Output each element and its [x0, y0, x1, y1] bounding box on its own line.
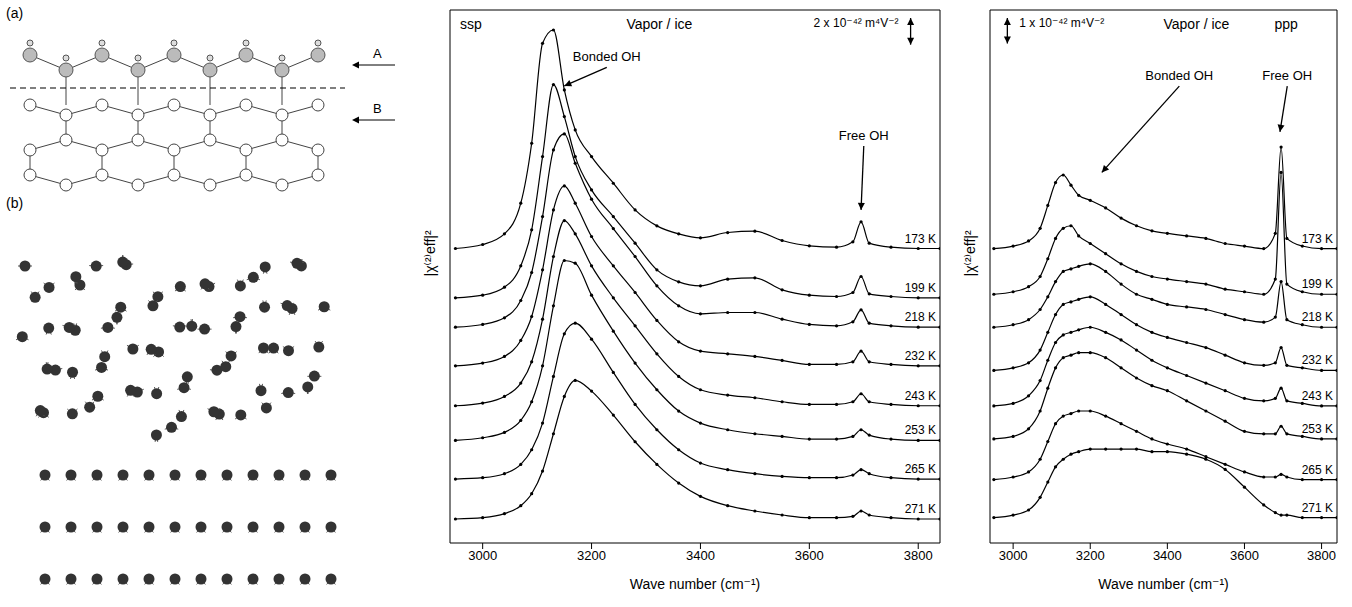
svg-text:199 K: 199 K: [905, 281, 936, 295]
svg-text:Bonded OH: Bonded OH: [573, 49, 641, 64]
svg-text:3000: 3000: [999, 548, 1028, 563]
svg-text:3600: 3600: [795, 548, 824, 563]
svg-text:218 K: 218 K: [1302, 310, 1333, 324]
svg-text:3200: 3200: [577, 548, 606, 563]
svg-text:3000: 3000: [468, 548, 497, 563]
html-text:Vapor / ice: Vapor / ice: [626, 16, 693, 32]
svg-text:|χ⁽²⁾eff|²: |χ⁽²⁾eff|²: [962, 230, 978, 276]
svg-text:Wave number (cm⁻¹): Wave number (cm⁻¹): [1098, 576, 1229, 592]
svg-text:3400: 3400: [686, 548, 715, 563]
svg-text:A: A: [373, 46, 382, 61]
svg-text:3200: 3200: [1076, 548, 1105, 563]
html-text:ssp: ssp: [460, 16, 482, 32]
svg-text:243 K: 243 K: [1302, 389, 1333, 403]
svg-text:265 K: 265 K: [1302, 463, 1333, 477]
html-text:ppp: ppp: [1274, 16, 1298, 32]
html-text:2 x 10⁻⁴² m⁴V⁻²: 2 x 10⁻⁴² m⁴V⁻²: [813, 16, 899, 30]
svg-text:232 K: 232 K: [905, 349, 936, 363]
svg-text:Free OH: Free OH: [1262, 68, 1312, 83]
svg-text:253 K: 253 K: [1302, 422, 1333, 436]
svg-text:3800: 3800: [1307, 548, 1336, 563]
svg-text:253 K: 253 K: [905, 423, 936, 437]
svg-text:(a): (a): [6, 5, 23, 21]
svg-text:243 K: 243 K: [905, 389, 936, 403]
svg-text:232 K: 232 K: [1302, 353, 1333, 367]
svg-text:265 K: 265 K: [905, 462, 936, 476]
svg-text:3800: 3800: [904, 548, 933, 563]
svg-text:Wave number (cm⁻¹): Wave number (cm⁻¹): [630, 576, 761, 592]
svg-text:271 K: 271 K: [1302, 501, 1333, 515]
svg-text:(b): (b): [6, 195, 23, 211]
html-text:Vapor / ice: Vapor / ice: [1163, 16, 1230, 32]
svg-text:3600: 3600: [1230, 548, 1259, 563]
svg-text:|χ⁽²⁾eff|²: |χ⁽²⁾eff|²: [422, 230, 438, 276]
svg-text:Free OH: Free OH: [839, 128, 889, 143]
svg-text:3400: 3400: [1153, 548, 1182, 563]
svg-text:173 K: 173 K: [1302, 232, 1333, 246]
svg-text:199 K: 199 K: [1302, 277, 1333, 291]
svg-text:Bonded OH: Bonded OH: [1145, 68, 1213, 83]
svg-text:271 K: 271 K: [905, 502, 936, 516]
svg-text:B: B: [373, 101, 382, 116]
svg-text:218 K: 218 K: [905, 310, 936, 324]
html-text:1 x 10⁻⁴² m⁴V⁻²: 1 x 10⁻⁴² m⁴V⁻²: [1019, 16, 1105, 30]
svg-text:173 K: 173 K: [905, 232, 936, 246]
